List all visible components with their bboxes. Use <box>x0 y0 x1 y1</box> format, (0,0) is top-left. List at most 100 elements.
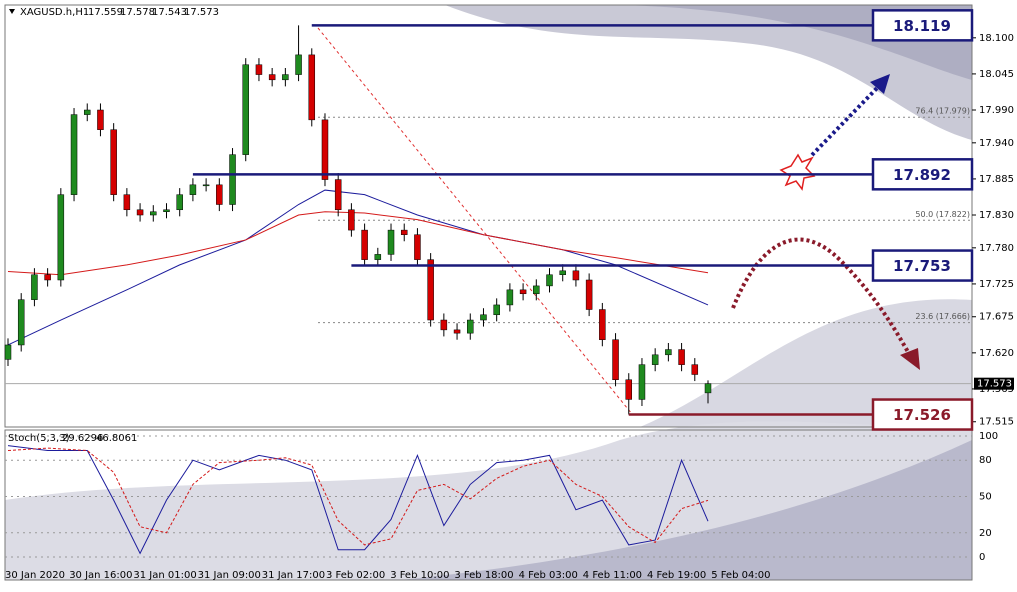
candle-body <box>334 179 342 211</box>
plot-frame <box>4 4 973 428</box>
x-tick-label: 31 Jan 09:00 <box>198 570 261 581</box>
candle-body <box>136 209 144 216</box>
candle-body <box>612 339 619 380</box>
candle-body <box>242 64 249 155</box>
y-tick-label: 18.100 <box>979 33 1014 44</box>
x-tick-label: 31 Jan 17:00 <box>262 570 325 581</box>
stoch-line <box>7 447 709 546</box>
candle-body <box>414 234 421 260</box>
price-tag-label: 17.573 <box>977 379 1012 390</box>
x-tick-label: 31 Jan 01:00 <box>133 570 196 581</box>
candle-body <box>400 229 408 235</box>
trend-line <box>317 27 633 415</box>
swoosh <box>400 440 972 580</box>
stoch-tick-label: 80 <box>979 455 992 466</box>
fib-label: 23.6 (17.666) <box>915 312 970 321</box>
candle-body <box>480 314 487 321</box>
candle-body <box>361 229 368 260</box>
level-label: 18.119 <box>893 17 951 35</box>
candle-body <box>467 319 474 334</box>
swoosh <box>445 5 972 140</box>
stoch-name: Stoch(5,3,3) <box>8 433 70 444</box>
x-tick-label: 4 Feb 11:00 <box>583 570 642 581</box>
header-value: 17.578 <box>120 7 155 18</box>
candle-body <box>97 109 104 130</box>
stoch-tick-label: 50 <box>979 492 992 503</box>
stoch-value: 29.6296 <box>62 433 103 444</box>
y-tick-label: 17.885 <box>979 174 1014 185</box>
y-tick-label: 17.620 <box>979 348 1014 359</box>
candle-body <box>427 259 434 321</box>
candle-body <box>44 274 51 281</box>
candle-body <box>4 344 12 360</box>
x-tick-label: 30 Jan 2020 <box>5 570 65 581</box>
candle-body <box>625 379 633 400</box>
candle-body <box>348 209 355 231</box>
header-value: 17.573 <box>184 7 219 18</box>
y-tick-label: 17.830 <box>979 210 1014 221</box>
candle-body <box>651 354 659 365</box>
candle-body <box>678 349 685 365</box>
candle-body <box>493 304 500 316</box>
candle-body <box>374 254 382 260</box>
candle-body <box>599 309 606 340</box>
menu-arrow <box>9 9 15 14</box>
header-value: 17.559 <box>88 7 123 18</box>
candle-body <box>57 194 65 281</box>
x-tick-label: 4 Feb 19:00 <box>647 570 706 581</box>
arrow <box>810 83 882 157</box>
candle-body <box>453 329 461 334</box>
fib-label: 50.0 (17.822) <box>915 210 970 219</box>
y-tick-label: 17.725 <box>979 279 1014 290</box>
level-box <box>871 398 974 431</box>
candle-body <box>572 270 580 281</box>
candle-body <box>216 184 223 205</box>
candle-body <box>533 285 540 295</box>
candle-body <box>546 274 553 287</box>
candle-body <box>308 54 316 121</box>
y-tick-label: 17.515 <box>979 417 1014 428</box>
arrow-head <box>870 74 890 94</box>
candle-body <box>585 279 593 310</box>
stoch-tick-label: 20 <box>979 528 992 539</box>
candle-body <box>123 194 131 211</box>
candle-body <box>176 194 183 211</box>
level-label: 17.753 <box>893 257 951 275</box>
candle-body <box>282 74 289 81</box>
candle-body <box>268 74 276 81</box>
level-box <box>871 9 974 42</box>
burst <box>779 153 816 191</box>
candle-body <box>255 64 263 75</box>
y-tick-label: 17.675 <box>979 312 1014 323</box>
y-tick-label: 18.045 <box>979 69 1014 80</box>
moving-average <box>7 211 709 276</box>
level-box <box>871 158 974 191</box>
stoch-line <box>7 445 709 555</box>
candle-body <box>202 184 210 187</box>
candle-body <box>31 274 38 300</box>
candle-body <box>704 383 712 394</box>
x-tick-label: 3 Feb 18:00 <box>454 570 513 581</box>
swoosh <box>640 299 972 427</box>
fib-label: 76.4 (17.979) <box>915 107 970 116</box>
arrow <box>731 237 910 353</box>
candle-body <box>321 119 329 180</box>
level-label: 17.526 <box>893 406 951 424</box>
candle-body <box>17 299 25 346</box>
arrow-head <box>900 348 920 370</box>
x-tick-label: 3 Feb 02:00 <box>326 570 385 581</box>
y-tick-label: 17.990 <box>979 105 1014 116</box>
candle-body <box>189 184 197 195</box>
stoch-tick-label: 100 <box>979 431 998 442</box>
x-tick-label: 3 Feb 10:00 <box>390 570 449 581</box>
candle-body <box>691 364 699 375</box>
x-tick-label: 5 Feb 04:00 <box>711 570 770 581</box>
y-tick-label: 17.940 <box>979 138 1014 149</box>
symbol: XAGUSD.h,H1 <box>20 7 89 18</box>
candle-body <box>229 154 236 205</box>
candle-body <box>295 54 302 75</box>
x-tick-label: 4 Feb 03:00 <box>519 570 578 581</box>
y-tick-label: 17.780 <box>979 243 1014 254</box>
